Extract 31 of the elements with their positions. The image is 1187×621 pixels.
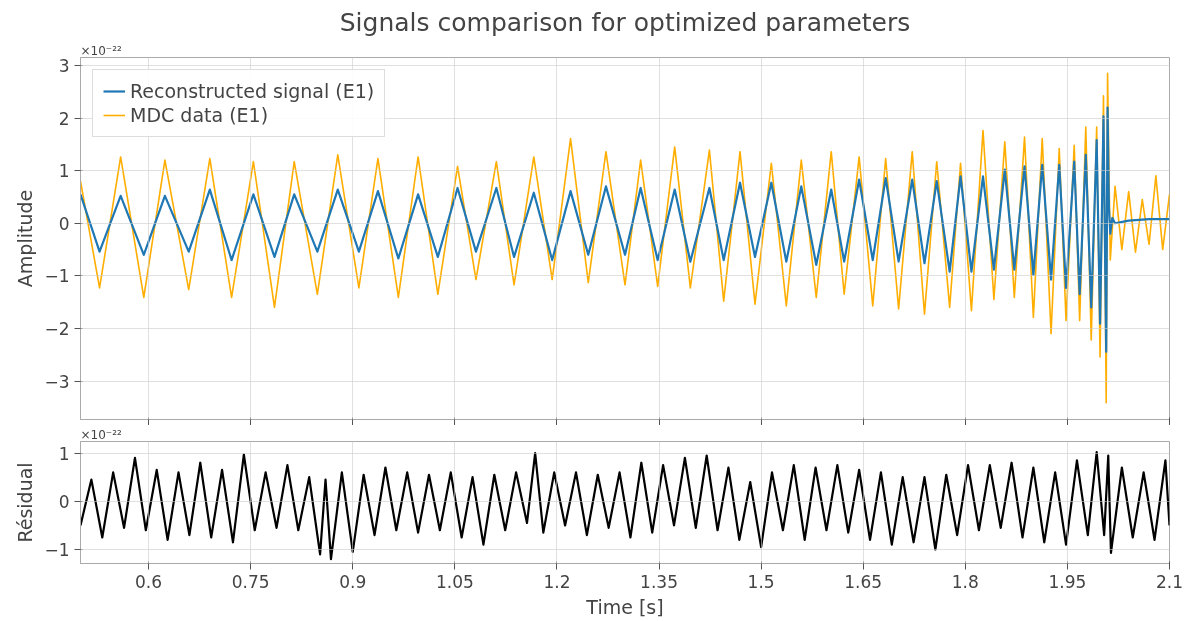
y-axis-title: Résidual xyxy=(14,462,37,543)
x-tick-label: 1.65 xyxy=(844,571,883,592)
line-series xyxy=(80,451,1170,561)
y-tick-label: 2 xyxy=(58,108,70,129)
x-tick-label: 0.6 xyxy=(135,571,163,592)
x-tick-label: 1.8 xyxy=(951,571,979,592)
x-tick-label: 1.95 xyxy=(1048,571,1087,592)
x-tick-label: 1.5 xyxy=(747,571,775,592)
x-tick-label: 1.2 xyxy=(543,571,571,592)
text: ×10⁻²² xyxy=(80,43,122,58)
y-tick-label: 0 xyxy=(58,213,70,234)
x-axis-title: Time [s] xyxy=(585,595,664,618)
x-tick-label: 2.1 xyxy=(1155,571,1184,592)
text: ×10⁻²² xyxy=(80,427,122,442)
y-tick-label: −1 xyxy=(44,266,70,287)
y-tick-label: −1 xyxy=(44,540,70,561)
legend-label: Reconstructed signal (E1) xyxy=(130,80,375,102)
y-tick-label: −3 xyxy=(44,371,70,392)
x-tick-label: 1.05 xyxy=(435,571,474,592)
y-tick-label: 1 xyxy=(58,161,70,182)
y-tick-label: 0 xyxy=(58,491,70,512)
line-series xyxy=(80,106,1170,353)
chart-title: Signals comparison for optimized parameters xyxy=(339,7,911,37)
x-tick-label: 1.35 xyxy=(640,571,678,592)
y-tick-label: 3 xyxy=(58,55,70,76)
x-tick-label: 0.75 xyxy=(231,571,270,592)
y-tick-label: 1 xyxy=(58,443,70,464)
legend-label: MDC data (E1) xyxy=(130,104,269,126)
x-tick-label: 0.9 xyxy=(339,571,367,592)
y-axis-title: Amplitude xyxy=(14,189,37,288)
y-tick-label: −2 xyxy=(44,318,70,339)
